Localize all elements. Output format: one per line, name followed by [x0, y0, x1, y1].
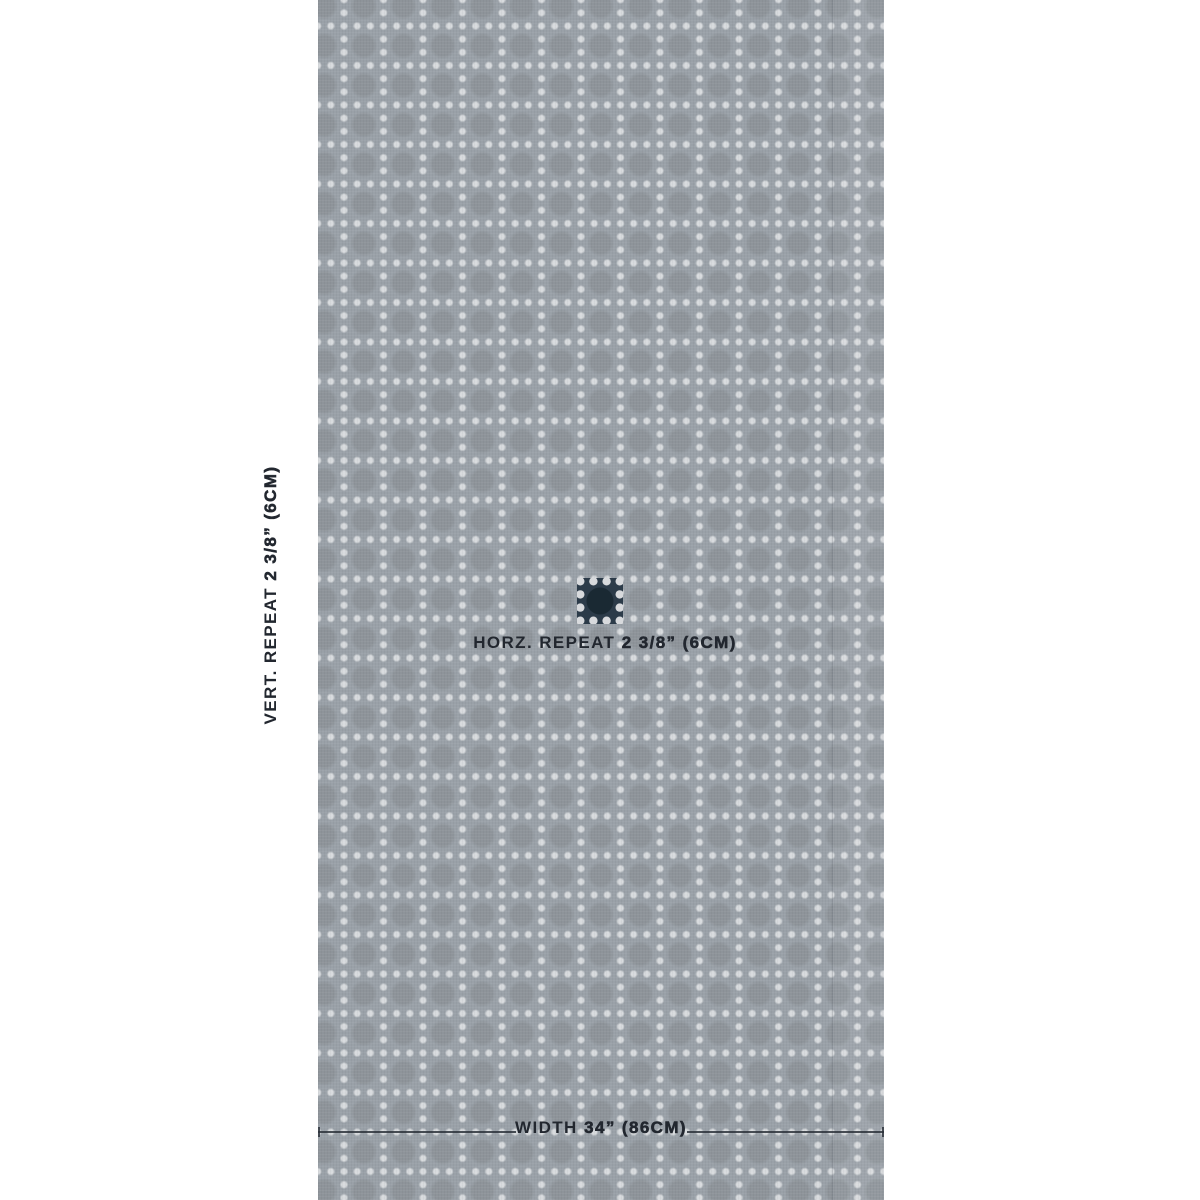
vertical-repeat-value: 2 3/8” (6CM)	[261, 465, 281, 581]
horizontal-repeat-label: HORZ. REPEAT 2 3/8” (6CM)	[473, 633, 737, 653]
repeat-marker	[576, 577, 624, 625]
repeat-marker-graphic	[576, 577, 624, 625]
width-line-right-segment	[687, 1131, 884, 1133]
width-line-left-segment	[318, 1131, 516, 1133]
width-line-right-tick	[882, 1127, 884, 1137]
horizontal-repeat-value: 2 3/8” (6CM)	[621, 633, 737, 653]
width-label: WIDTH 34” (86CM)	[515, 1118, 687, 1138]
vertical-repeat-label: VERT. REPEAT 2 3/8” (6CM)	[261, 465, 281, 725]
fabric-panel-seam	[832, 0, 885, 1200]
width-prefix: WIDTH	[515, 1118, 578, 1137]
vertical-repeat-prefix: VERT. REPEAT	[261, 587, 280, 725]
width-value: 34” (86CM)	[584, 1118, 687, 1138]
horizontal-repeat-prefix: HORZ. REPEAT	[473, 633, 616, 652]
